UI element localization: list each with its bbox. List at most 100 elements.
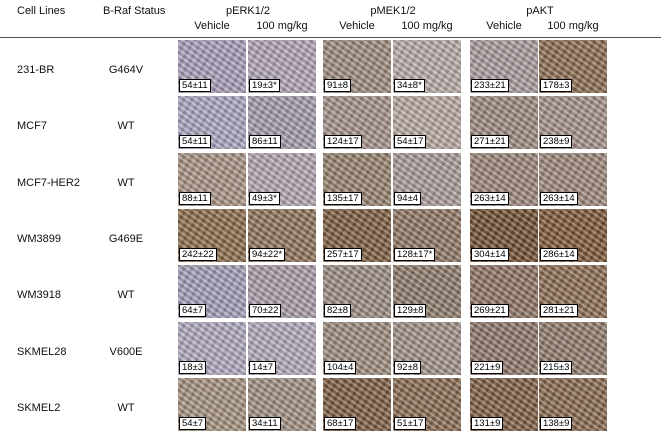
treatment-header: 100 mg/kg — [256, 20, 308, 32]
micrograph: 54±7 — [178, 377, 246, 431]
micrograph: 131±9 — [470, 377, 538, 431]
stain-score: 54±11 — [179, 79, 211, 92]
cell-line: WM3918 — [17, 289, 62, 302]
marker-header: pERK1/2 — [225, 5, 271, 17]
braf-status: WT — [117, 120, 135, 133]
micrograph: 34±8* — [393, 40, 461, 93]
stain-score: 14±7 — [249, 360, 277, 374]
micrograph: 54±11 — [178, 40, 246, 93]
micrograph: 242±22 — [178, 208, 246, 262]
micrograph: 86±11 — [248, 96, 316, 150]
cell-line: MCF7-HER2 — [17, 176, 80, 189]
stain-score: 82±8 — [324, 304, 352, 318]
cell-line: SKMEL28 — [17, 345, 67, 358]
micrograph: 14±7 — [248, 321, 316, 375]
stain-score: 49±3* — [249, 191, 280, 205]
micrograph: 178±3 — [539, 40, 607, 93]
micrograph: 94±4 — [393, 152, 461, 206]
stain-score: 138±9 — [540, 416, 573, 430]
micrograph: 215±3 — [539, 321, 607, 375]
cell-line: MCF7 — [17, 120, 47, 133]
stain-score: 128±17* — [394, 247, 436, 261]
micrograph: 54±11 — [178, 96, 246, 150]
micrograph: 68±17 — [323, 377, 391, 431]
micrograph: 64±7 — [178, 265, 246, 319]
stain-score: 68±17 — [324, 416, 357, 430]
stain-score: 34±8* — [394, 79, 425, 92]
stain-score: 257±17 — [324, 247, 362, 261]
micrograph: 138±9 — [539, 377, 607, 431]
stain-score: 238±9 — [540, 135, 573, 149]
marker-header: pAKT — [526, 5, 554, 17]
stain-score: 124±17 — [324, 135, 362, 149]
stain-score: 88±11 — [179, 191, 211, 205]
marker-header: pMEK1/2 — [370, 5, 416, 17]
stain-score: 34±11 — [249, 416, 281, 430]
stain-score: 70±22 — [249, 304, 282, 318]
treatment-header: Vehicle — [194, 20, 230, 32]
braf-status: WT — [117, 401, 135, 414]
stain-score: 221±9 — [471, 360, 504, 374]
treatment-header: 100 mg/kg — [547, 20, 599, 32]
micrograph: 104±4 — [323, 321, 391, 375]
stain-score: 91±8 — [324, 79, 352, 92]
micrograph: 54±17 — [393, 96, 461, 150]
micrograph: 304±14 — [470, 208, 538, 262]
micrograph: 19±3* — [248, 40, 316, 93]
stain-score: 286±14 — [540, 247, 578, 261]
micrograph: 88±11 — [178, 152, 246, 206]
micrograph: 70±22 — [248, 265, 316, 319]
micrograph: 129±8 — [393, 265, 461, 319]
stain-score: 135±17 — [324, 191, 362, 205]
cell-line: WM3899 — [17, 232, 62, 245]
stain-score: 86±11 — [249, 135, 281, 149]
micrograph: 124±17 — [323, 96, 391, 150]
stain-score: 94±4 — [394, 191, 422, 205]
micrograph: 34±11 — [248, 377, 316, 431]
stain-score: 281±21 — [540, 304, 578, 318]
micrograph: 221±9 — [470, 321, 538, 375]
stain-score: 54±11 — [179, 135, 211, 149]
micrograph: 263±14 — [470, 152, 538, 206]
stain-score: 271±21 — [471, 135, 509, 149]
col-header: Cell Lines — [17, 5, 66, 17]
stain-score: 233±21 — [471, 79, 509, 92]
micrograph: 92±8 — [393, 321, 461, 375]
stain-score: 304±14 — [471, 247, 509, 261]
stain-score: 269±21 — [471, 304, 509, 318]
cell-line: SKMEL2 — [17, 401, 61, 414]
micrograph: 271±21 — [470, 96, 538, 150]
braf-status: G464V — [108, 64, 144, 76]
stain-score: 131±9 — [471, 416, 504, 430]
micrograph: 49±3* — [248, 152, 316, 206]
stain-score: 263±14 — [540, 191, 578, 205]
micrograph: 51±17 — [393, 377, 461, 431]
col-header: B-Raf Status — [103, 5, 166, 17]
micrograph: 263±14 — [539, 152, 607, 206]
micrograph: 233±21 — [470, 40, 538, 93]
braf-status: WT — [117, 176, 135, 189]
treatment-header: Vehicle — [486, 20, 522, 32]
stain-score: 18±3 — [179, 360, 207, 374]
stain-score: 104±4 — [324, 360, 357, 374]
stain-score: 19±3* — [249, 79, 280, 92]
micrograph: 281±21 — [539, 265, 607, 319]
micrograph: 286±14 — [539, 208, 607, 262]
rule — [0, 37, 661, 38]
braf-status: G469E — [108, 232, 144, 245]
micrograph: 257±17 — [323, 208, 391, 262]
micrograph: 82±8 — [323, 265, 391, 319]
treatment-header: Vehicle — [339, 20, 375, 32]
stain-score: 94±22* — [249, 247, 286, 261]
micrograph: 18±3 — [178, 321, 246, 375]
braf-status: WT — [117, 289, 135, 302]
stain-score: 51±17 — [394, 416, 427, 430]
treatment-header: 100 mg/kg — [401, 20, 453, 32]
stain-score: 92±8 — [394, 360, 422, 374]
micrograph: 128±17* — [393, 208, 461, 262]
stain-score: 263±14 — [471, 191, 509, 205]
stain-score: 178±3 — [540, 79, 573, 92]
stain-score: 242±22 — [179, 247, 217, 261]
stain-score: 215±3 — [540, 360, 573, 374]
